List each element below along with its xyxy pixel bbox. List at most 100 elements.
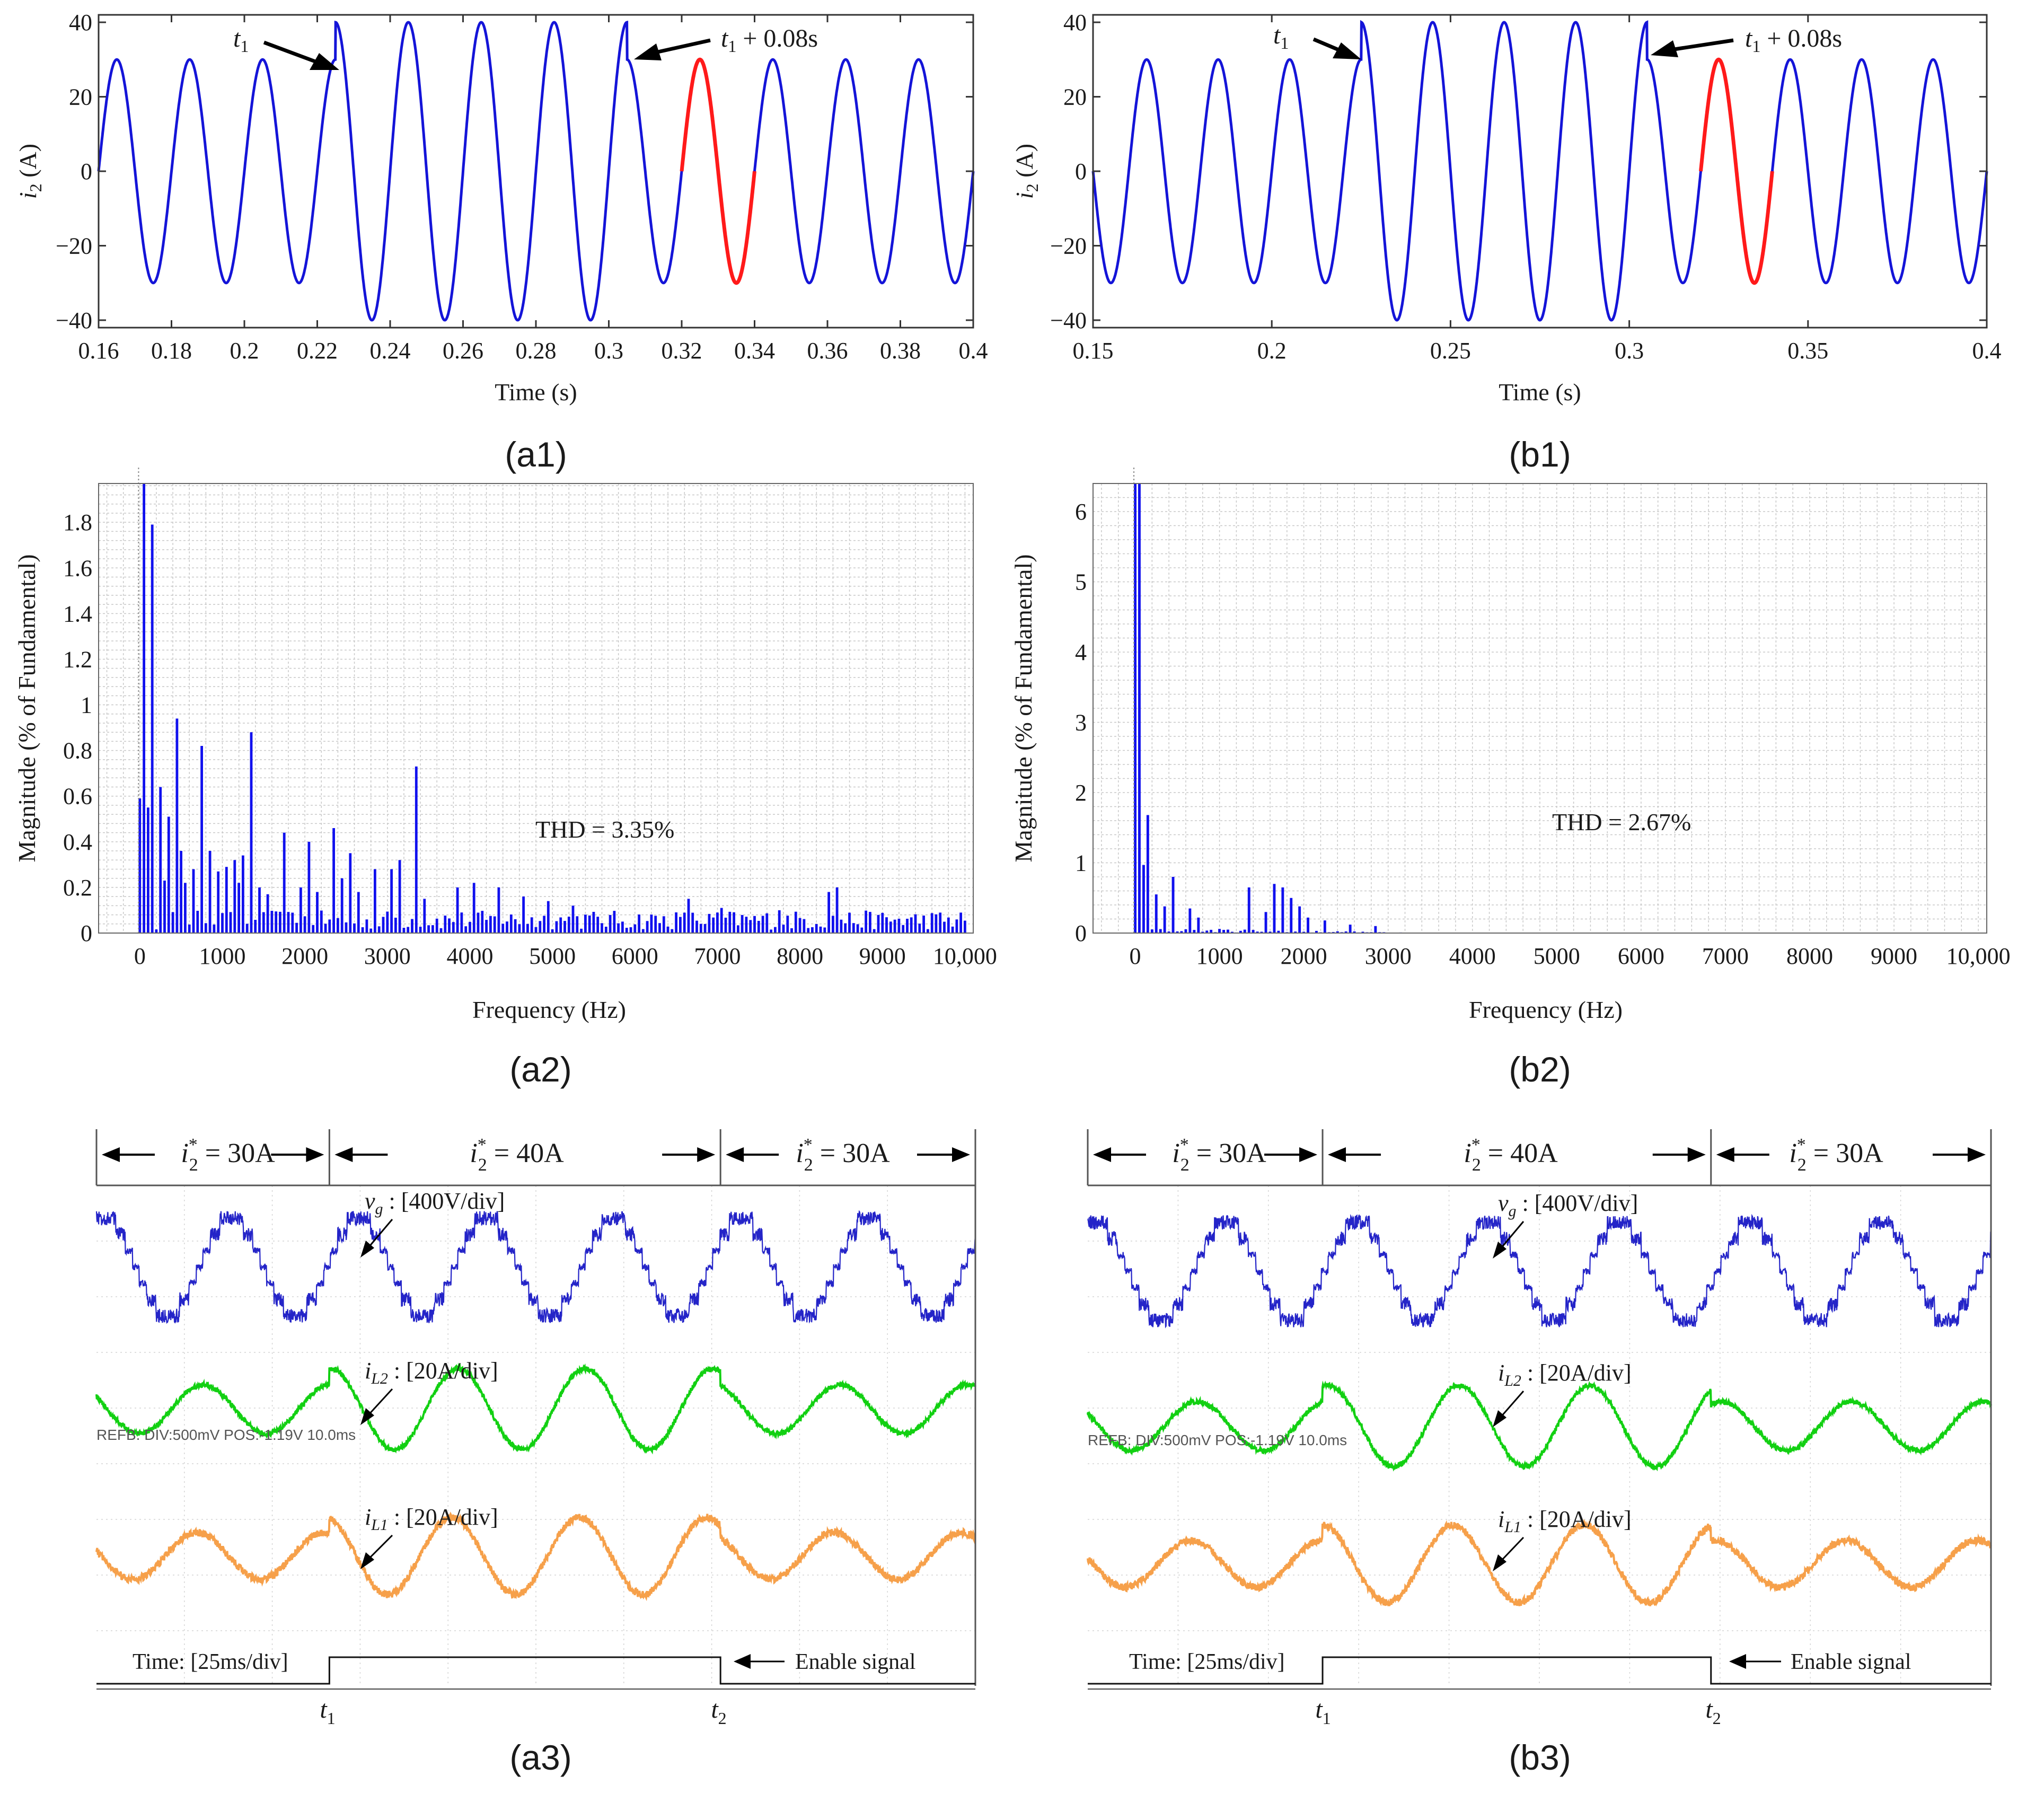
b2-bars bbox=[1133, 468, 1980, 934]
a2-bar bbox=[324, 924, 327, 933]
a2-bar bbox=[460, 912, 463, 933]
b2-bar bbox=[1176, 931, 1179, 933]
a2-bar bbox=[439, 928, 443, 933]
a2-xtick-label: 6000 bbox=[612, 943, 658, 969]
b2-plot-frame bbox=[1093, 483, 1987, 934]
a2-bar bbox=[563, 921, 566, 933]
a2-bar bbox=[761, 916, 764, 933]
b2-xtick-label: 2000 bbox=[1281, 943, 1327, 969]
a2-bar bbox=[237, 883, 240, 933]
b1-ticks: 0.15 0.2 0.25 0.3 0.35 0.4 −40 −20 0 20 40 bbox=[1050, 10, 2001, 364]
b2-bar bbox=[1171, 877, 1175, 933]
a2-bar bbox=[914, 914, 917, 933]
b2-xtick-label: 8000 bbox=[1786, 943, 1833, 969]
a2-bar bbox=[522, 896, 525, 933]
a2-xlabel: Frequency (Hz) bbox=[472, 996, 626, 1023]
b2-bar bbox=[1252, 930, 1255, 933]
a2-bar bbox=[175, 718, 179, 933]
a1-curve bbox=[97, 21, 975, 322]
a3-trace-vg bbox=[95, 1210, 976, 1324]
a2-bar bbox=[699, 924, 702, 933]
a2-ytick-label: 0.4 bbox=[63, 829, 92, 855]
a2-bar bbox=[481, 911, 484, 933]
a2-bar bbox=[877, 914, 880, 933]
b3-segment-markers bbox=[1087, 1129, 1992, 1686]
a1-xlabel: Time (s) bbox=[495, 379, 577, 406]
a2-ytick-label: 0.6 bbox=[63, 784, 92, 810]
a2-bar bbox=[493, 916, 496, 933]
b3-trace-label-vg: vg : [400V/div] bbox=[1498, 1190, 1638, 1220]
a2-bar bbox=[530, 917, 533, 933]
b3-segment-arrowhead-left bbox=[1716, 1147, 1734, 1162]
a2-bar bbox=[629, 927, 632, 933]
b2-bar bbox=[1273, 884, 1276, 934]
a2-bar bbox=[155, 929, 158, 933]
a2-ylabel: Magnitude (% of Fundamental) bbox=[13, 554, 40, 862]
b2-bar bbox=[1302, 931, 1306, 933]
b2-bar bbox=[1142, 865, 1145, 933]
b3-trace-il2 bbox=[1087, 1380, 1992, 1472]
a2-bar bbox=[320, 910, 323, 933]
a2-bar bbox=[935, 914, 938, 933]
a3-enable-label: Enable signal bbox=[795, 1650, 915, 1674]
a2-bar bbox=[147, 807, 149, 933]
a2-bar bbox=[328, 919, 331, 933]
a2-bar bbox=[691, 912, 694, 933]
a2-bar bbox=[225, 867, 228, 933]
a3-segment-label-3: i* 2 = 30A bbox=[796, 1135, 890, 1175]
a2-bar bbox=[233, 860, 236, 933]
b2-ticks: 0 1000 2000 3000 4000 5000 6000 7000 8000 9000 10,… bbox=[1075, 499, 2011, 969]
a2-bar bbox=[258, 887, 261, 933]
a1-ytick-label: 20 bbox=[69, 84, 92, 110]
a2-bar bbox=[213, 924, 216, 933]
b2-xtick-label: 7000 bbox=[1702, 943, 1749, 969]
a2-bar bbox=[675, 912, 677, 933]
a1-xtick-label: 0.16 bbox=[78, 338, 119, 364]
a2-bar bbox=[279, 911, 281, 933]
a2-bar bbox=[662, 916, 665, 933]
a2-bar bbox=[526, 924, 529, 933]
a2-bar bbox=[143, 483, 145, 933]
b2-bar bbox=[1247, 887, 1250, 933]
a2-ytick-label: 1.8 bbox=[63, 509, 92, 535]
a2-bar bbox=[897, 918, 901, 933]
b2-bar bbox=[1210, 929, 1213, 933]
b3-segment-arrowhead-right bbox=[1299, 1147, 1318, 1162]
a2-bar bbox=[844, 923, 847, 933]
b3-segment-arrowhead-left bbox=[1093, 1147, 1111, 1162]
a2-bar bbox=[745, 917, 748, 933]
a2-bar bbox=[811, 927, 814, 933]
a2-bar bbox=[679, 917, 682, 933]
a2-bar bbox=[571, 905, 575, 933]
b3-segment-label-3: i* 2 = 30A bbox=[1789, 1135, 1883, 1175]
b2-bar bbox=[1205, 930, 1209, 933]
a2-bar bbox=[262, 912, 265, 933]
b1-ytick-label: −20 bbox=[1050, 233, 1087, 259]
svg-text:t1: t1 bbox=[1273, 21, 1289, 52]
b2-bar bbox=[1361, 931, 1364, 933]
a2-bar bbox=[489, 916, 492, 933]
a2-bar bbox=[576, 916, 579, 933]
a3-trace-il1 bbox=[95, 1511, 976, 1602]
a2-bar bbox=[720, 908, 723, 933]
a2-bar bbox=[559, 917, 562, 933]
b2-bar bbox=[1277, 930, 1280, 933]
a3-enable-arrow bbox=[734, 1654, 785, 1669]
b3-enable-label: Enable signal bbox=[1791, 1650, 1911, 1674]
a2-bar bbox=[803, 919, 806, 933]
a2-bar bbox=[819, 926, 822, 933]
a2-bar bbox=[340, 878, 343, 933]
a2-bar bbox=[345, 922, 348, 933]
a2-bar bbox=[823, 927, 826, 933]
a2-bar bbox=[625, 928, 628, 933]
a2-bar bbox=[287, 912, 290, 933]
a2-ytick-label: 0.8 bbox=[63, 738, 92, 764]
a1-xtick-label: 0.2 bbox=[230, 338, 259, 364]
a2-xtick-label: 0 bbox=[134, 943, 146, 969]
a3-event-label-t2: t2 bbox=[711, 1695, 726, 1728]
a2-bar bbox=[601, 923, 603, 933]
b2-bar bbox=[1298, 906, 1301, 933]
panel-a2: 0 1000 2000 3000 4000 5000 6000 7000 8000 9000 10,… bbox=[13, 468, 997, 1089]
a2-panel-label: (a2) bbox=[509, 1050, 571, 1089]
